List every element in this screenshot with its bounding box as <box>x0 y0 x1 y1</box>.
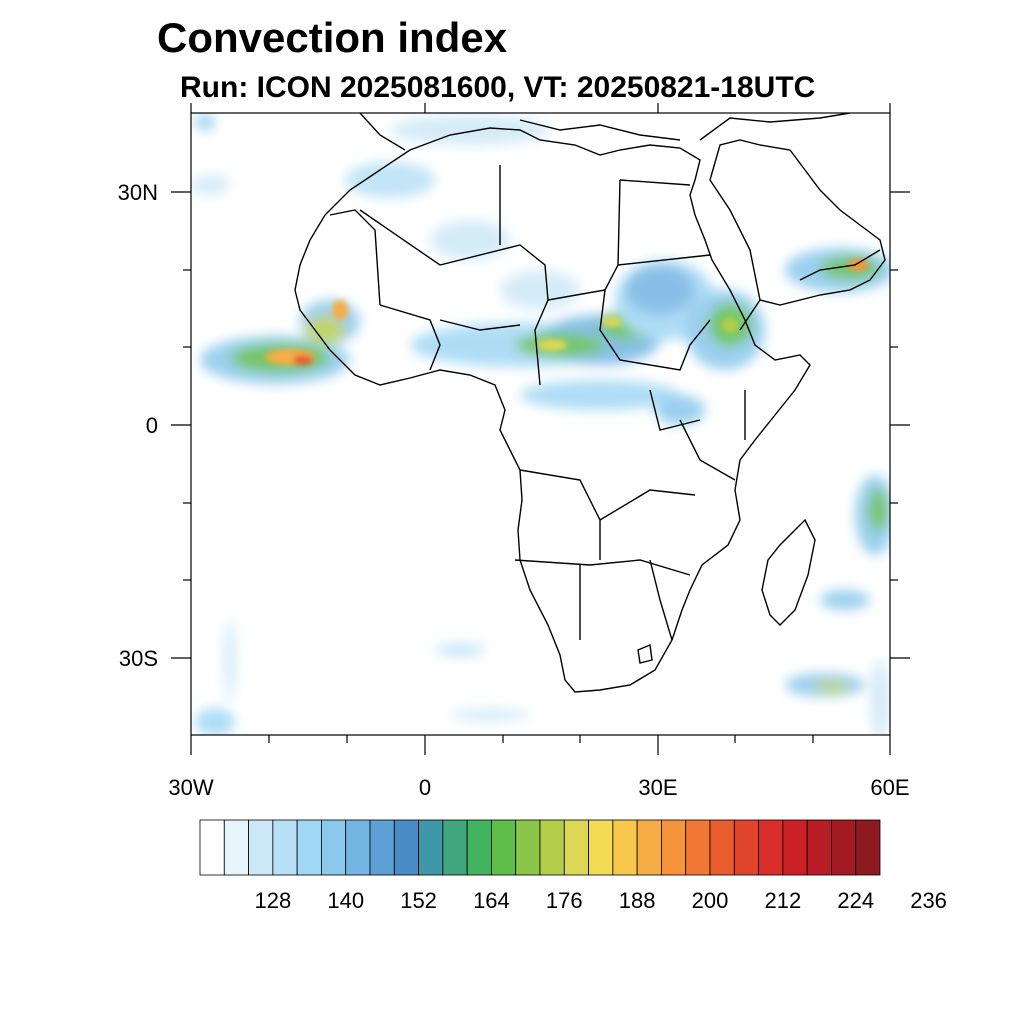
chart-title: Convection index <box>157 14 508 61</box>
colorbar-box <box>272 819 298 876</box>
lat-label-0: 0 <box>145 413 158 438</box>
lat-label-30s: 30S <box>118 646 158 671</box>
colorbar-box <box>321 819 347 876</box>
colorbar-box <box>685 819 711 876</box>
colorbar-box <box>345 819 371 876</box>
chart-subtitle: Run: ICON 2025081600, VT: 20250821-18UTC <box>180 71 816 104</box>
colorbar-box <box>418 819 444 876</box>
convection-field <box>191 114 890 735</box>
lon-label-30w: 30W <box>168 775 214 800</box>
colorbar-tick-label: 212 <box>764 888 802 913</box>
colorbar-box <box>466 819 492 876</box>
colorbar-box <box>733 819 759 876</box>
colorbar-box <box>636 819 662 876</box>
colorbar-box <box>831 819 857 876</box>
colorbar-box <box>539 819 565 876</box>
colorbar-box <box>223 819 249 876</box>
colorbar-box <box>612 819 638 876</box>
colorbar-box <box>248 819 274 876</box>
colorbar-tick-label: 176 <box>545 888 583 913</box>
map-frame <box>190 112 891 736</box>
colorbar-box <box>758 819 784 876</box>
lon-label-60e: 60E <box>870 775 910 800</box>
colorbar-box <box>369 819 395 876</box>
colorbar-box <box>782 819 808 876</box>
colorbar-box <box>296 819 322 876</box>
colorbar-box <box>806 819 832 876</box>
colorbar-box <box>709 819 735 876</box>
colorbar-box <box>515 819 541 876</box>
colorbar-tick-label: 236 <box>910 888 947 913</box>
colorbar-tick-label: 224 <box>837 888 875 913</box>
colorbar-box <box>563 819 589 876</box>
lat-label-30n: 30N <box>117 180 158 205</box>
colorbar-tick-label: 128 <box>254 888 292 913</box>
colorbar-tick-label: 152 <box>400 888 437 913</box>
lon-label-0: 0 <box>418 775 432 800</box>
axis-ticks <box>171 103 910 755</box>
colorbar-box <box>855 819 881 876</box>
colorbar-box <box>661 819 687 876</box>
colorbar-box <box>393 819 419 876</box>
colorbar-tick-label: 188 <box>618 888 656 913</box>
colorbar <box>199 819 881 876</box>
colorbar-box <box>199 819 225 876</box>
colorbar-tick-label: 200 <box>691 888 729 913</box>
colorbar-box <box>442 819 468 876</box>
colorbar-tick-label: 164 <box>473 888 510 913</box>
colorbar-box <box>588 819 614 876</box>
coastline <box>294 113 886 693</box>
colorbar-box <box>491 819 517 876</box>
lon-label-30e: 30E <box>638 775 678 800</box>
colorbar-tick-label: 140 <box>327 888 365 913</box>
